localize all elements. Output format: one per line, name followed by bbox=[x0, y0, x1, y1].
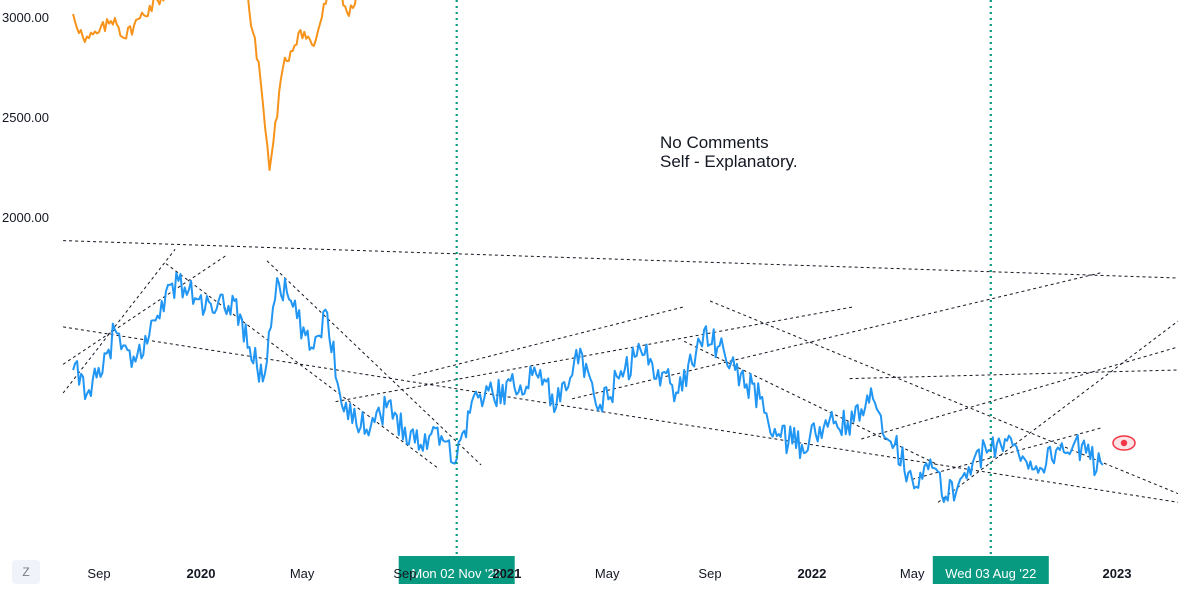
trend-line-3 bbox=[62, 248, 176, 394]
x-tick-label: 2023 bbox=[1103, 566, 1132, 581]
trend-line-10 bbox=[683, 340, 939, 466]
annotation-line-2: Self - Explanatory. bbox=[660, 152, 798, 171]
trend-line-6 bbox=[266, 260, 482, 466]
y-tick-label: 2000.00 bbox=[2, 210, 49, 225]
trend-line-7 bbox=[335, 306, 854, 403]
annotation-line-1: No Comments bbox=[660, 133, 769, 152]
x-tick-label: Sep bbox=[87, 566, 110, 581]
spx-series-line bbox=[72, 0, 357, 171]
eye-icon[interactable] bbox=[1112, 435, 1136, 451]
date-marker-flag-2 bbox=[932, 556, 1049, 584]
date-marker-flag-1 bbox=[398, 556, 515, 584]
y-tick-label: 3000.00 bbox=[2, 10, 49, 25]
x-tick-label: May bbox=[290, 566, 315, 581]
x-axis: Sep 2020 May Sep 2021 May Sep 2022 May 2023 bbox=[87, 566, 1131, 581]
x-tick-label: Sep bbox=[393, 566, 416, 581]
x-tick-label: May bbox=[900, 566, 925, 581]
trend-line-13 bbox=[861, 346, 1179, 440]
x-tick-label: 2020 bbox=[187, 566, 216, 581]
annotation: No Comments Self - Explanatory. bbox=[660, 133, 798, 171]
x-tick-label: May bbox=[595, 566, 620, 581]
trend-line-15 bbox=[912, 427, 1103, 480]
spx-panel bbox=[72, 0, 357, 171]
trend-line-12 bbox=[849, 369, 1179, 380]
date-marker-label-1: Mon 02 Nov '20 bbox=[411, 566, 502, 581]
ratio-panel bbox=[72, 271, 1104, 504]
trend-line-2 bbox=[63, 326, 1179, 503]
tradingview-logo-button[interactable]: Z bbox=[12, 560, 40, 584]
trend-line-5 bbox=[165, 263, 438, 469]
trend-line-14 bbox=[937, 320, 1179, 503]
trend-line-1 bbox=[63, 240, 1179, 279]
y-tick-label: 2500.00 bbox=[2, 110, 49, 125]
trend-line-9 bbox=[571, 271, 1103, 400]
trend-line-4 bbox=[62, 254, 228, 365]
x-tick-label: 2021 bbox=[492, 566, 521, 581]
trend-line-11 bbox=[709, 300, 1179, 495]
trend-line-8 bbox=[412, 306, 685, 377]
date-marker-label-2: Wed 03 Aug '22 bbox=[945, 566, 1036, 581]
x-tick-label: Sep bbox=[698, 566, 721, 581]
date-markers: Mon 02 Nov '20 Wed 03 Aug '22 bbox=[398, 0, 1049, 584]
y-axis: 2000.002500.003000.003500.004000.004500.… bbox=[2, 10, 49, 225]
x-tick-label: 2022 bbox=[797, 566, 826, 581]
ratio-series-line bbox=[72, 271, 1104, 504]
